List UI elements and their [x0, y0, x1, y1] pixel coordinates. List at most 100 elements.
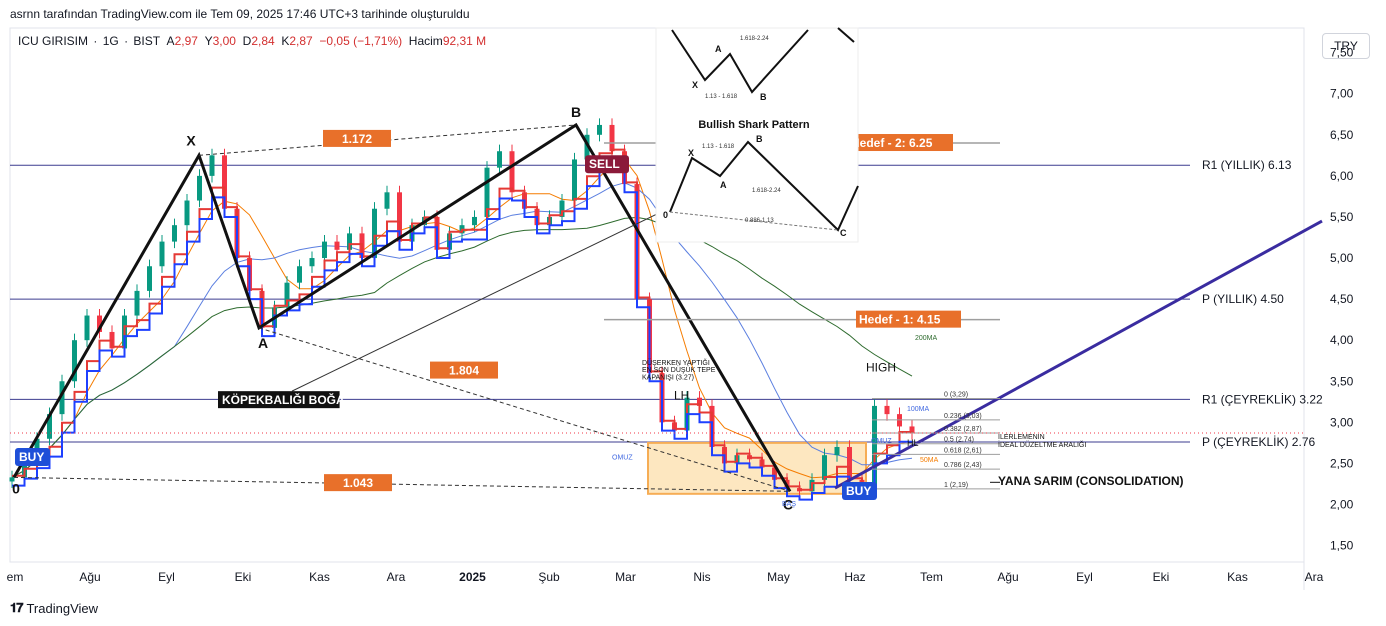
fib-label: 0.5 (2,74): [944, 437, 974, 444]
x-tick-label: Şub: [538, 570, 560, 584]
x-tick-label: Eyl: [1076, 570, 1093, 584]
exchange: BIST: [133, 34, 160, 48]
candle-body: [172, 225, 177, 242]
candle-body: [147, 266, 152, 291]
annotation-text: LH: [674, 388, 689, 402]
candle-body: [59, 381, 65, 415]
candle-body: [72, 340, 77, 382]
open-key: A: [166, 34, 175, 48]
inset-point-label: B: [756, 134, 763, 144]
annotation-text: 200MA: [915, 335, 938, 342]
tradingview-logo[interactable]: 𝟏𝟕 TradingView: [10, 600, 98, 616]
x-tick-label: Ara: [387, 570, 406, 584]
annotation-text: 100MA: [907, 406, 930, 413]
y-tick-label: 7,50: [1330, 46, 1354, 60]
x-tick-label: 2025: [459, 570, 486, 584]
y-tick-label: 6,00: [1330, 169, 1354, 183]
y-tick-label: 5,00: [1330, 251, 1354, 265]
candle-body: [884, 405, 890, 415]
candle-body: [322, 241, 327, 259]
pivot-level-label: R1 (YILLIK) 6.13: [1202, 158, 1292, 172]
low-value: 2,84: [251, 34, 275, 48]
chart-labels: 1.172 1.804 1.043 Hedef - 2: 6.25 Hedef - 1:…: [15, 129, 1184, 508]
x-tick-label: em: [7, 570, 24, 584]
target-label: Hedef - 2: 6.25: [851, 136, 933, 150]
fib-label: 0.382 (2,87): [944, 426, 982, 433]
fib-levels: 0 (3,29) 0.236 (3,03) 0.382 (2,87) 0.5 (2,7…: [872, 392, 1000, 490]
inset-point-label: C: [840, 228, 847, 238]
annotation-text: OMUZ: [612, 454, 633, 461]
candle-body: [84, 315, 90, 341]
blue-trailing-stop: [12, 158, 913, 501]
candle-body: [834, 446, 840, 456]
volume-key: Hacim: [408, 34, 443, 48]
y-tick-label: 2,50: [1330, 456, 1354, 470]
high-key: Y: [204, 34, 213, 48]
y-tick-label: 6,50: [1330, 128, 1354, 142]
close-key: K: [281, 34, 290, 48]
y-tick-label: 1,50: [1330, 539, 1354, 553]
brand-text: TradingView: [26, 600, 99, 616]
inset-dashed-line: [669, 211, 839, 231]
y-tick-label: 4,00: [1330, 333, 1354, 347]
x-tick-label: Eyl: [158, 570, 175, 584]
inset-frame: [655, 27, 859, 243]
inset-point-label: A: [715, 44, 722, 54]
x-tick-label: Tem: [920, 570, 943, 584]
annotation-text: KÖPEKBALIĞI BOĞA: [222, 392, 345, 407]
y-tick-label: 3,50: [1330, 374, 1354, 388]
candle-body: [609, 124, 615, 152]
close-value: 2,87: [289, 34, 313, 48]
signal-badge: [585, 155, 629, 174]
fib-label: 0.618 (2,61): [944, 447, 982, 454]
inset-ratio: 1.13 - 1.618: [705, 94, 738, 100]
annotation-text: OMUZ: [871, 438, 892, 445]
volume-value: 92,31 M: [442, 34, 487, 48]
annotation-text: YANA SARIM (CONSOLIDATION): [998, 474, 1184, 488]
high-value: 3,00: [212, 34, 236, 48]
symbol-name[interactable]: ICU GIRISIM: [18, 34, 89, 48]
annotation-text: BAŞ: [782, 501, 796, 508]
inset-ratio: 1.618-2.24: [752, 188, 781, 194]
y-tick-label: 4,50: [1330, 292, 1354, 306]
pattern-point-label: X: [186, 132, 196, 148]
red-trailing-stop: [12, 148, 913, 491]
open-value: 2,97: [174, 34, 198, 48]
x-tick-label: May: [767, 570, 790, 584]
target-badge: [848, 134, 953, 152]
currency-button[interactable]: TRY: [1322, 33, 1370, 59]
candle-body: [372, 208, 377, 259]
candle-body: [334, 241, 340, 250]
inset-point-label: X: [688, 148, 694, 158]
signal-label: BUY: [846, 484, 871, 498]
fib-label: 1 (2,19): [944, 482, 968, 489]
candle-body: [909, 426, 915, 434]
inset-point-label: A: [720, 180, 727, 190]
candle-body: [597, 124, 602, 135]
candle-body: [197, 175, 202, 201]
annotation-text: KAPANIŞI (3.27): [642, 375, 694, 382]
candle-body: [47, 414, 52, 439]
candle-body: [9, 477, 15, 482]
signal-label: BUY: [19, 450, 44, 464]
pattern-point-label: C: [783, 496, 793, 512]
y-tick-label: 2,00: [1330, 497, 1354, 511]
candle-body: [97, 315, 102, 332]
pivot-level-label: P (YILLIK) 4.50: [1202, 292, 1284, 306]
annotation-text: 50MA: [920, 457, 939, 464]
candle-body: [584, 134, 590, 160]
candle-body: [397, 192, 402, 242]
candle-body: [822, 455, 827, 480]
candle-body: [184, 200, 190, 226]
annotation-badge: [218, 391, 340, 409]
candle-body: [872, 405, 877, 489]
x-tick-label: Eki: [1153, 570, 1170, 584]
candle-body: [284, 282, 290, 308]
candle-body: [209, 155, 215, 176]
interval[interactable]: 1G: [102, 34, 119, 48]
signal-badge: [842, 482, 877, 501]
y-axis: 7,50 7,00 6,50 6,00 5,50 5,00 4,50 4,00 3,50 3,00…: [10, 46, 1354, 553]
target-badge: [856, 310, 961, 328]
candle-body: [559, 200, 565, 217]
